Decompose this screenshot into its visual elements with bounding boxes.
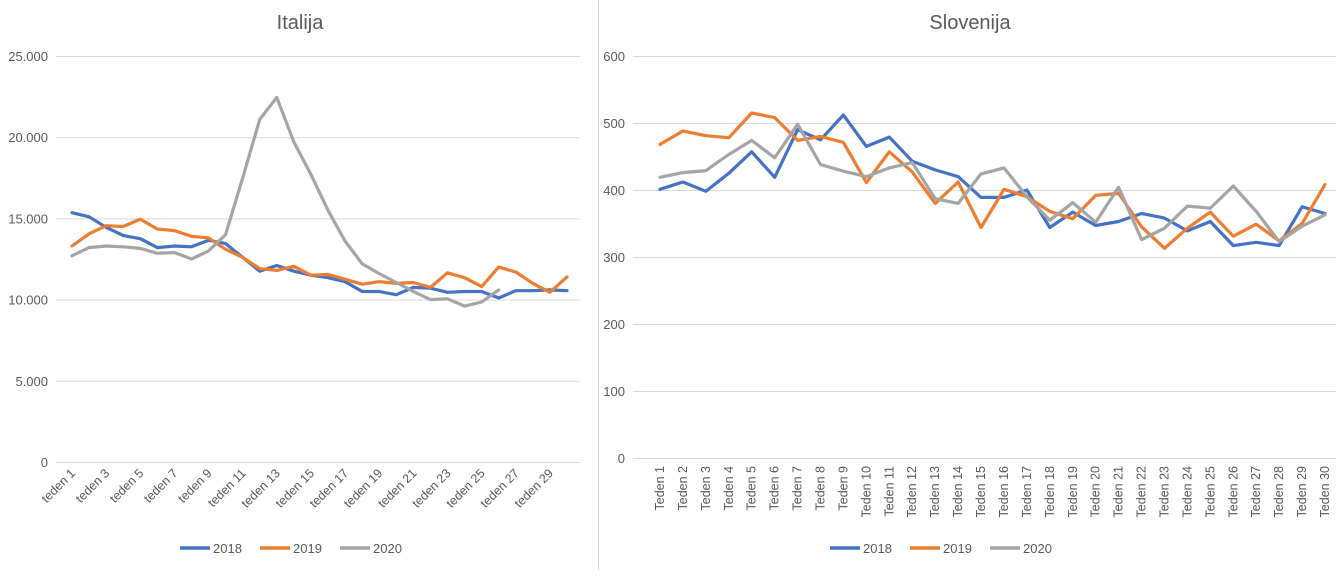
series-line-2018 xyxy=(70,211,569,300)
x-tick-label: teden 7 xyxy=(141,466,180,505)
x-tick-label: teden 3 xyxy=(73,466,112,505)
x-tick-label: Teden 14 xyxy=(951,466,965,517)
y-tick-label: 200 xyxy=(603,317,625,332)
x-tick-label: Teden 1 xyxy=(653,466,667,511)
x-tick-label: Teden 4 xyxy=(722,466,736,511)
series-line-2020 xyxy=(70,95,501,308)
x-tick-label: Teden 28 xyxy=(1272,466,1286,517)
x-tick-label: Teden 15 xyxy=(974,466,988,517)
y-tick-label: 600 xyxy=(603,49,625,64)
x-tick-label: Teden 25 xyxy=(1203,466,1217,517)
x-tick-label: Teden 5 xyxy=(745,466,759,511)
chart-slovenija: Slovenija 0 100 200 300 400 500 600 Teden 1 Teden… xyxy=(603,12,1336,556)
y-tick-label: 300 xyxy=(603,250,625,265)
y-tick-label: 15.000 xyxy=(8,211,48,226)
x-tick-label: Teden 2 xyxy=(676,466,690,511)
y-tick-label: 5.000 xyxy=(15,374,48,389)
x-tick-label: Teden 26 xyxy=(1226,466,1240,517)
x-tick-label: Teden 16 xyxy=(997,466,1011,517)
legend-label: 2019 xyxy=(293,541,322,556)
x-tick-label: teden 5 xyxy=(107,466,146,505)
x-tick-label: Teden 17 xyxy=(1020,466,1034,517)
y-tick-label: 0 xyxy=(41,455,48,470)
legend-label: 2018 xyxy=(213,541,242,556)
x-tick-label: Teden 8 xyxy=(814,466,828,511)
chart-italija: Italija 0 5.000 10.000 15.000 20.000 25.000 ted… xyxy=(8,12,580,556)
x-tick-label: Teden 20 xyxy=(1089,466,1103,517)
x-tick-label: Teden 9 xyxy=(836,466,850,511)
legend-label: 2020 xyxy=(373,541,402,556)
legend-label: 2018 xyxy=(863,541,892,556)
x-tick-label: Teden 27 xyxy=(1249,466,1263,517)
series-line-2019 xyxy=(658,111,1327,250)
y-tick-label: 10.000 xyxy=(8,293,48,308)
series-line-2018 xyxy=(658,113,1327,248)
legend-label: 2019 xyxy=(943,541,972,556)
series-line-2019 xyxy=(70,217,569,294)
x-tick-label: Teden 23 xyxy=(1157,466,1171,517)
y-tick-label: 25.000 xyxy=(8,49,48,64)
x-tick-label: teden 1 xyxy=(39,466,78,505)
y-tick-label: 500 xyxy=(603,116,625,131)
x-tick-label: Teden 3 xyxy=(699,466,713,511)
x-tick-label: Teden 13 xyxy=(928,466,942,517)
legend-label: 2020 xyxy=(1023,541,1052,556)
x-tick-label: Teden 29 xyxy=(1295,466,1309,517)
y-tick-label: 0 xyxy=(618,451,625,466)
series-line-2020 xyxy=(658,122,1327,244)
x-tick-label: Teden 18 xyxy=(1043,466,1057,517)
x-tick-label: Teden 30 xyxy=(1318,466,1332,517)
x-tick-label: Teden 21 xyxy=(1112,466,1126,517)
y-tick-label: 100 xyxy=(603,384,625,399)
y-tick-label: 20.000 xyxy=(8,130,48,145)
x-tick-label: Teden 7 xyxy=(791,466,805,511)
y-tick-label: 400 xyxy=(603,183,625,198)
x-tick-label: Teden 24 xyxy=(1180,466,1194,517)
x-tick-label: Teden 22 xyxy=(1135,466,1149,517)
chart-title: Slovenija xyxy=(929,12,1011,34)
x-tick-label: Teden 6 xyxy=(768,466,782,511)
x-tick-label: Teden 12 xyxy=(905,466,919,517)
chart-title: Italija xyxy=(277,12,325,34)
x-tick-label: Teden 11 xyxy=(882,466,896,517)
x-tick-label: Teden 19 xyxy=(1066,466,1080,517)
x-tick-label: Teden 10 xyxy=(859,466,873,517)
